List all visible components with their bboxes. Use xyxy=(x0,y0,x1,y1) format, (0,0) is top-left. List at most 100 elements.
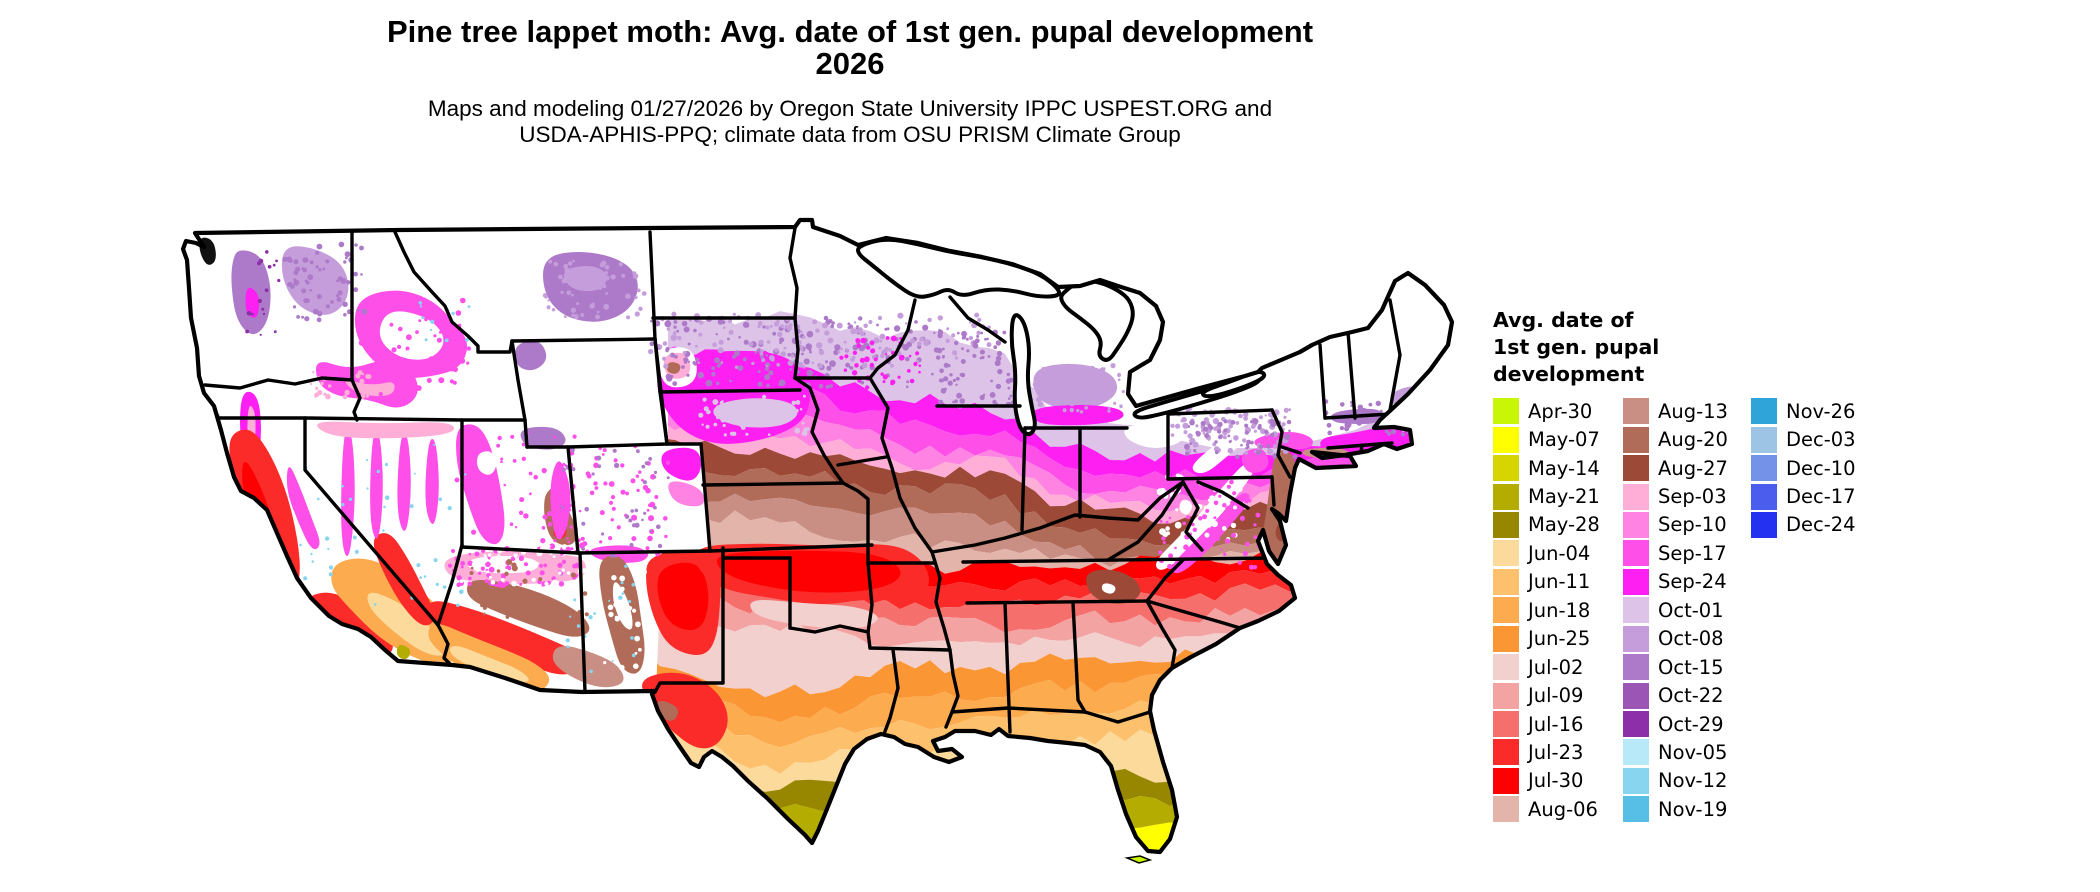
legend-entry-label: Sep-17 xyxy=(1658,541,1727,565)
state-border xyxy=(303,416,440,627)
terrain-patch xyxy=(550,461,571,540)
terrain-patch xyxy=(1101,583,1116,594)
subtitle-line-1: Maps and modeling 01/27/2026 by Oregon S… xyxy=(427,96,1273,121)
legend-entry: Jun-25 xyxy=(1493,625,1623,653)
legend-swatch xyxy=(1493,540,1519,567)
date-band xyxy=(555,595,1452,698)
terrain-patch xyxy=(520,426,566,450)
date-band xyxy=(555,509,1452,574)
state-border xyxy=(930,480,1185,554)
legend-entry-label: May-28 xyxy=(1528,513,1600,537)
legend-entry: Jun-18 xyxy=(1493,596,1623,624)
state-border xyxy=(1280,445,1302,455)
legend-column-2: Aug-13 Aug-20 Aug-27 Sep-03 Sep-10 Sep-17 Sep-… xyxy=(1623,397,1751,824)
legend-swatch xyxy=(1493,511,1519,538)
terrain-patch xyxy=(612,582,633,630)
legend-swatch xyxy=(1751,483,1777,510)
us-outline xyxy=(180,217,1455,855)
state-border xyxy=(566,445,580,555)
terrain-patch xyxy=(245,287,260,318)
legend-swatch xyxy=(1751,426,1777,453)
state-border xyxy=(1166,475,1274,481)
legend-swatch xyxy=(1623,426,1649,453)
legend-swatch xyxy=(1623,455,1649,482)
legend-swatch xyxy=(1623,682,1649,709)
legend-swatch xyxy=(1751,511,1777,538)
terrain-patch xyxy=(750,599,878,629)
terrain-patch xyxy=(281,246,349,315)
terrain-patch xyxy=(379,311,444,360)
legend-entry: Dec-10 xyxy=(1751,454,1873,482)
legend-swatch xyxy=(1623,767,1649,794)
state-border xyxy=(841,481,870,565)
legend-swatch xyxy=(1623,739,1649,766)
date-band xyxy=(555,484,1452,567)
state-border xyxy=(350,378,362,422)
date-band xyxy=(555,660,1452,774)
legend-entry-label: Oct-08 xyxy=(1658,627,1724,651)
state-border xyxy=(868,298,917,380)
date-band xyxy=(555,412,1452,524)
legend-entry-label: Oct-22 xyxy=(1658,684,1724,708)
terrain-patch xyxy=(1241,448,1269,474)
state-border xyxy=(1003,601,1012,734)
state-border xyxy=(866,630,872,650)
legend-entry: Jul-30 xyxy=(1493,767,1623,795)
legend-entry: Jul-16 xyxy=(1493,710,1623,738)
state-border xyxy=(510,339,527,422)
legend-entry-label: May-07 xyxy=(1528,428,1600,452)
legend-swatch xyxy=(1493,568,1519,595)
legend-swatch xyxy=(1493,398,1519,425)
legend-entry-label: Sep-24 xyxy=(1658,570,1727,594)
legend-entry: Oct-29 xyxy=(1623,710,1751,738)
legend-entry: May-07 xyxy=(1493,425,1623,453)
legend-entry-label: Jun-04 xyxy=(1528,541,1591,565)
legend-entry-label: Jul-16 xyxy=(1528,712,1584,736)
legend-swatch xyxy=(1493,426,1519,453)
legend-entry: Sep-03 xyxy=(1623,482,1751,510)
state-border xyxy=(1270,475,1276,507)
date-band xyxy=(555,757,1452,852)
state-border xyxy=(1145,558,1185,603)
state-border xyxy=(195,416,527,422)
terrain-patch xyxy=(370,430,383,539)
legend-entry: Dec-24 xyxy=(1751,511,1873,539)
legend-swatch xyxy=(1623,625,1649,652)
legend-entry: Sep-24 xyxy=(1623,568,1751,596)
legend-swatch xyxy=(1493,711,1519,738)
state-border xyxy=(203,376,354,390)
legend-swatch xyxy=(1493,796,1519,823)
state-border xyxy=(648,230,657,341)
speckle-texture xyxy=(1029,363,1125,414)
state-border xyxy=(1083,710,1152,724)
page-title: Pine tree lappet moth: Avg. date of 1st … xyxy=(386,14,1314,49)
terrain-patch xyxy=(552,646,624,688)
florida-keys xyxy=(1124,855,1153,864)
state-border xyxy=(701,481,845,487)
legend-entry-label: Aug-13 xyxy=(1658,399,1728,423)
state-border xyxy=(793,376,845,485)
legend-entry-label: Aug-06 xyxy=(1528,797,1598,821)
legend-column-3: Nov-26 Dec-03 Dec-10 Dec-17 Dec-24 xyxy=(1751,397,1873,824)
legend-entry: Oct-08 xyxy=(1623,625,1751,653)
state-border xyxy=(1145,599,1177,670)
state-border xyxy=(708,543,874,553)
speckle-texture xyxy=(698,394,810,437)
legend-swatch xyxy=(1493,739,1519,766)
great-lake xyxy=(1059,278,1135,362)
date-band xyxy=(555,435,1452,552)
legend-entry-label: Oct-15 xyxy=(1658,655,1724,679)
subtitle-line-2: USDA-APHIS-PPQ; climate data from OSU PR… xyxy=(519,122,1181,147)
state-border xyxy=(1181,480,1204,552)
legend-entry-label: Dec-24 xyxy=(1786,513,1856,537)
legend-swatch xyxy=(1493,654,1519,681)
speckle-texture xyxy=(542,259,647,320)
legend-swatch xyxy=(1493,625,1519,652)
state-border xyxy=(1071,601,1087,714)
state-border xyxy=(788,226,799,320)
state-border xyxy=(788,624,870,634)
legend-entry-label: Jun-25 xyxy=(1528,627,1591,651)
speckle-texture xyxy=(245,250,281,336)
legend-entry-label: Jun-18 xyxy=(1528,598,1591,622)
state-border xyxy=(1166,408,1274,416)
